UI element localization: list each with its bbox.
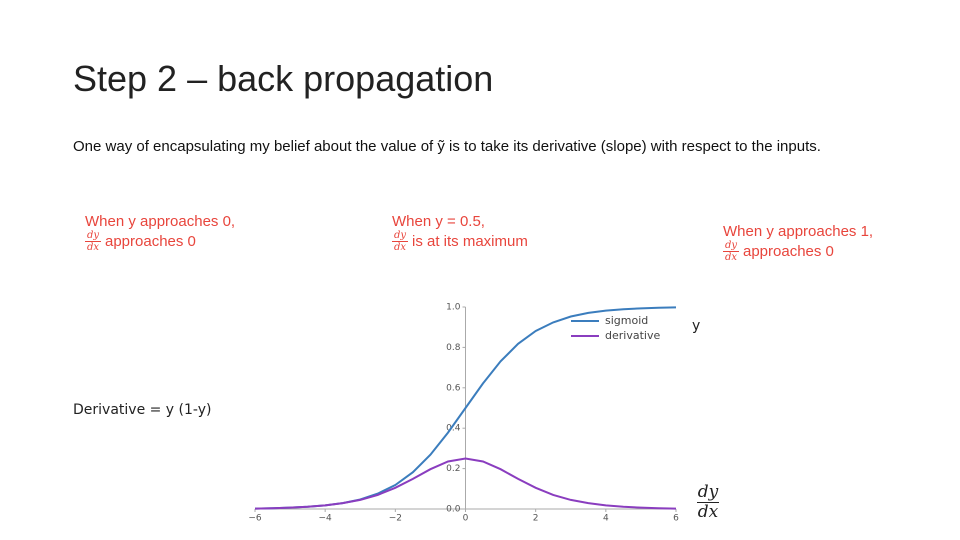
fraction-bar — [392, 241, 408, 242]
numerator: dy — [393, 230, 407, 241]
note-line: approaches 0 — [743, 243, 834, 260]
fraction-bar — [85, 241, 101, 242]
x-tick-label: 6 — [673, 514, 679, 524]
note-line: is at its maximum — [412, 233, 528, 250]
note-line: approaches 0 — [105, 233, 196, 250]
x-tick-label: −4 — [319, 514, 333, 524]
note: When y approaches 1, dy dx approaches 0 — [723, 223, 873, 263]
y-tick-label: 0.0 — [446, 505, 461, 515]
x-tick-label: 4 — [603, 514, 609, 524]
note-row: dy dx is at its maximum — [392, 230, 528, 253]
line-series — [254, 457, 677, 510]
note-row: dy dx approaches 0 — [723, 240, 873, 263]
paragraph: One way of encapsulating my belief about… — [73, 138, 821, 155]
fraction: dy dx — [392, 230, 408, 253]
note: When y approaches 0, dy dx approaches 0 — [85, 213, 235, 253]
fraction: dy dx — [723, 240, 739, 263]
x-tick-label: −6 — [248, 514, 262, 524]
fraction: dy dx — [85, 230, 101, 253]
legend-label: sigmoid — [605, 314, 648, 327]
y-label: y — [692, 318, 701, 334]
y-tick-label: 0.4 — [446, 424, 461, 434]
note-line: When y = 0.5, — [392, 213, 485, 230]
note-line: When y approaches 0, — [85, 213, 236, 230]
numerator: dy — [86, 230, 100, 241]
fraction-bar — [723, 251, 739, 252]
denominator: dx — [393, 242, 407, 253]
note-line: When y approaches 1, — [723, 223, 874, 240]
note-row: dy dx approaches 0 — [85, 230, 235, 253]
x-tick-label: 0 — [463, 514, 469, 524]
derivative-label: Derivative = y (1-y) — [73, 402, 212, 418]
note: When y = 0.5, dy dx is at its maximum — [392, 213, 528, 253]
x-tick-label: 2 — [533, 514, 539, 524]
fraction-bar — [697, 502, 719, 503]
fraction: dy dx — [697, 483, 719, 522]
y-tick-label: 1.0 — [446, 303, 461, 313]
numerator: dy — [697, 482, 719, 502]
slide-title: Step 2 – back propagation — [73, 58, 494, 99]
denominator: dx — [724, 252, 738, 263]
numerator: dy — [724, 240, 738, 251]
legend-label: derivative — [605, 329, 660, 342]
y-tick-label: 0.6 — [446, 383, 461, 393]
y-tick-label: 0.2 — [446, 464, 460, 474]
derivative-symbol: dy dx — [697, 482, 719, 522]
denominator: dx — [86, 242, 100, 253]
y-tick-label: 0.8 — [446, 343, 461, 353]
denominator: dx — [697, 502, 719, 522]
x-tick-label: −2 — [389, 514, 402, 524]
